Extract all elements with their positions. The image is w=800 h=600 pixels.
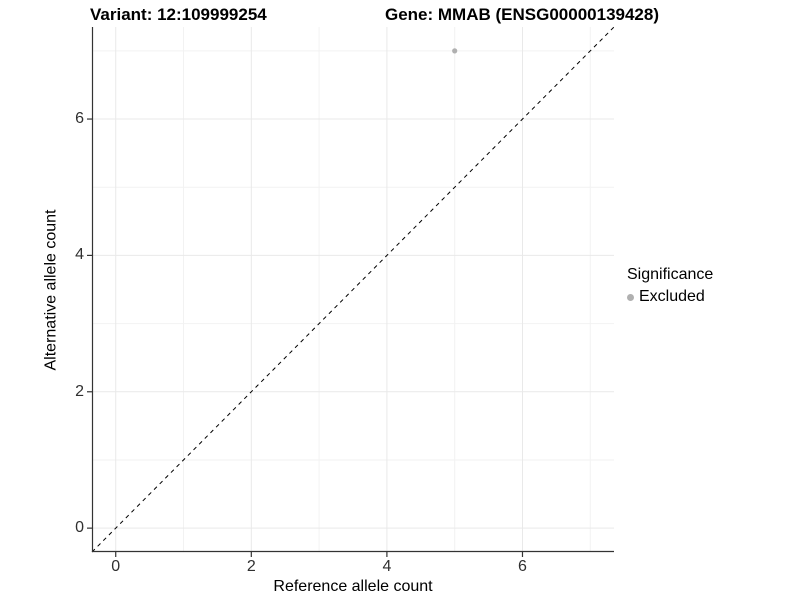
plot-panel <box>87 26 615 557</box>
y-tick-label: 4 <box>75 246 84 264</box>
legend-title: Significance <box>627 266 714 283</box>
y-tick-label: 0 <box>75 519 84 537</box>
x-tick-label: 2 <box>246 558 256 575</box>
x-tick-label: 6 <box>518 558 527 575</box>
legend-item-excluded: Excluded <box>627 288 713 306</box>
y-tick-label: 2 <box>75 382 84 400</box>
x-axis-title: Reference allele count <box>273 578 433 595</box>
y-tick-label: 6 <box>75 110 84 128</box>
legend: Significance Excluded <box>627 266 713 306</box>
y-axis-title: Alternative allele count <box>40 27 62 552</box>
plot-canvas <box>87 26 615 557</box>
x-tick-label: 4 <box>382 558 392 575</box>
y-axis-title-text: Alternative allele count <box>42 209 60 370</box>
data-point <box>452 48 458 54</box>
identity-dashed-line <box>91 26 615 553</box>
gene-title: Gene: MMAB (ENSG00000139428) <box>385 5 660 24</box>
variant-title: Variant: 12:109999254 <box>90 5 267 24</box>
x-tick-label: 0 <box>111 558 121 575</box>
legend-item-label: Excluded <box>639 288 705 305</box>
excluded-point-icon <box>627 293 634 301</box>
